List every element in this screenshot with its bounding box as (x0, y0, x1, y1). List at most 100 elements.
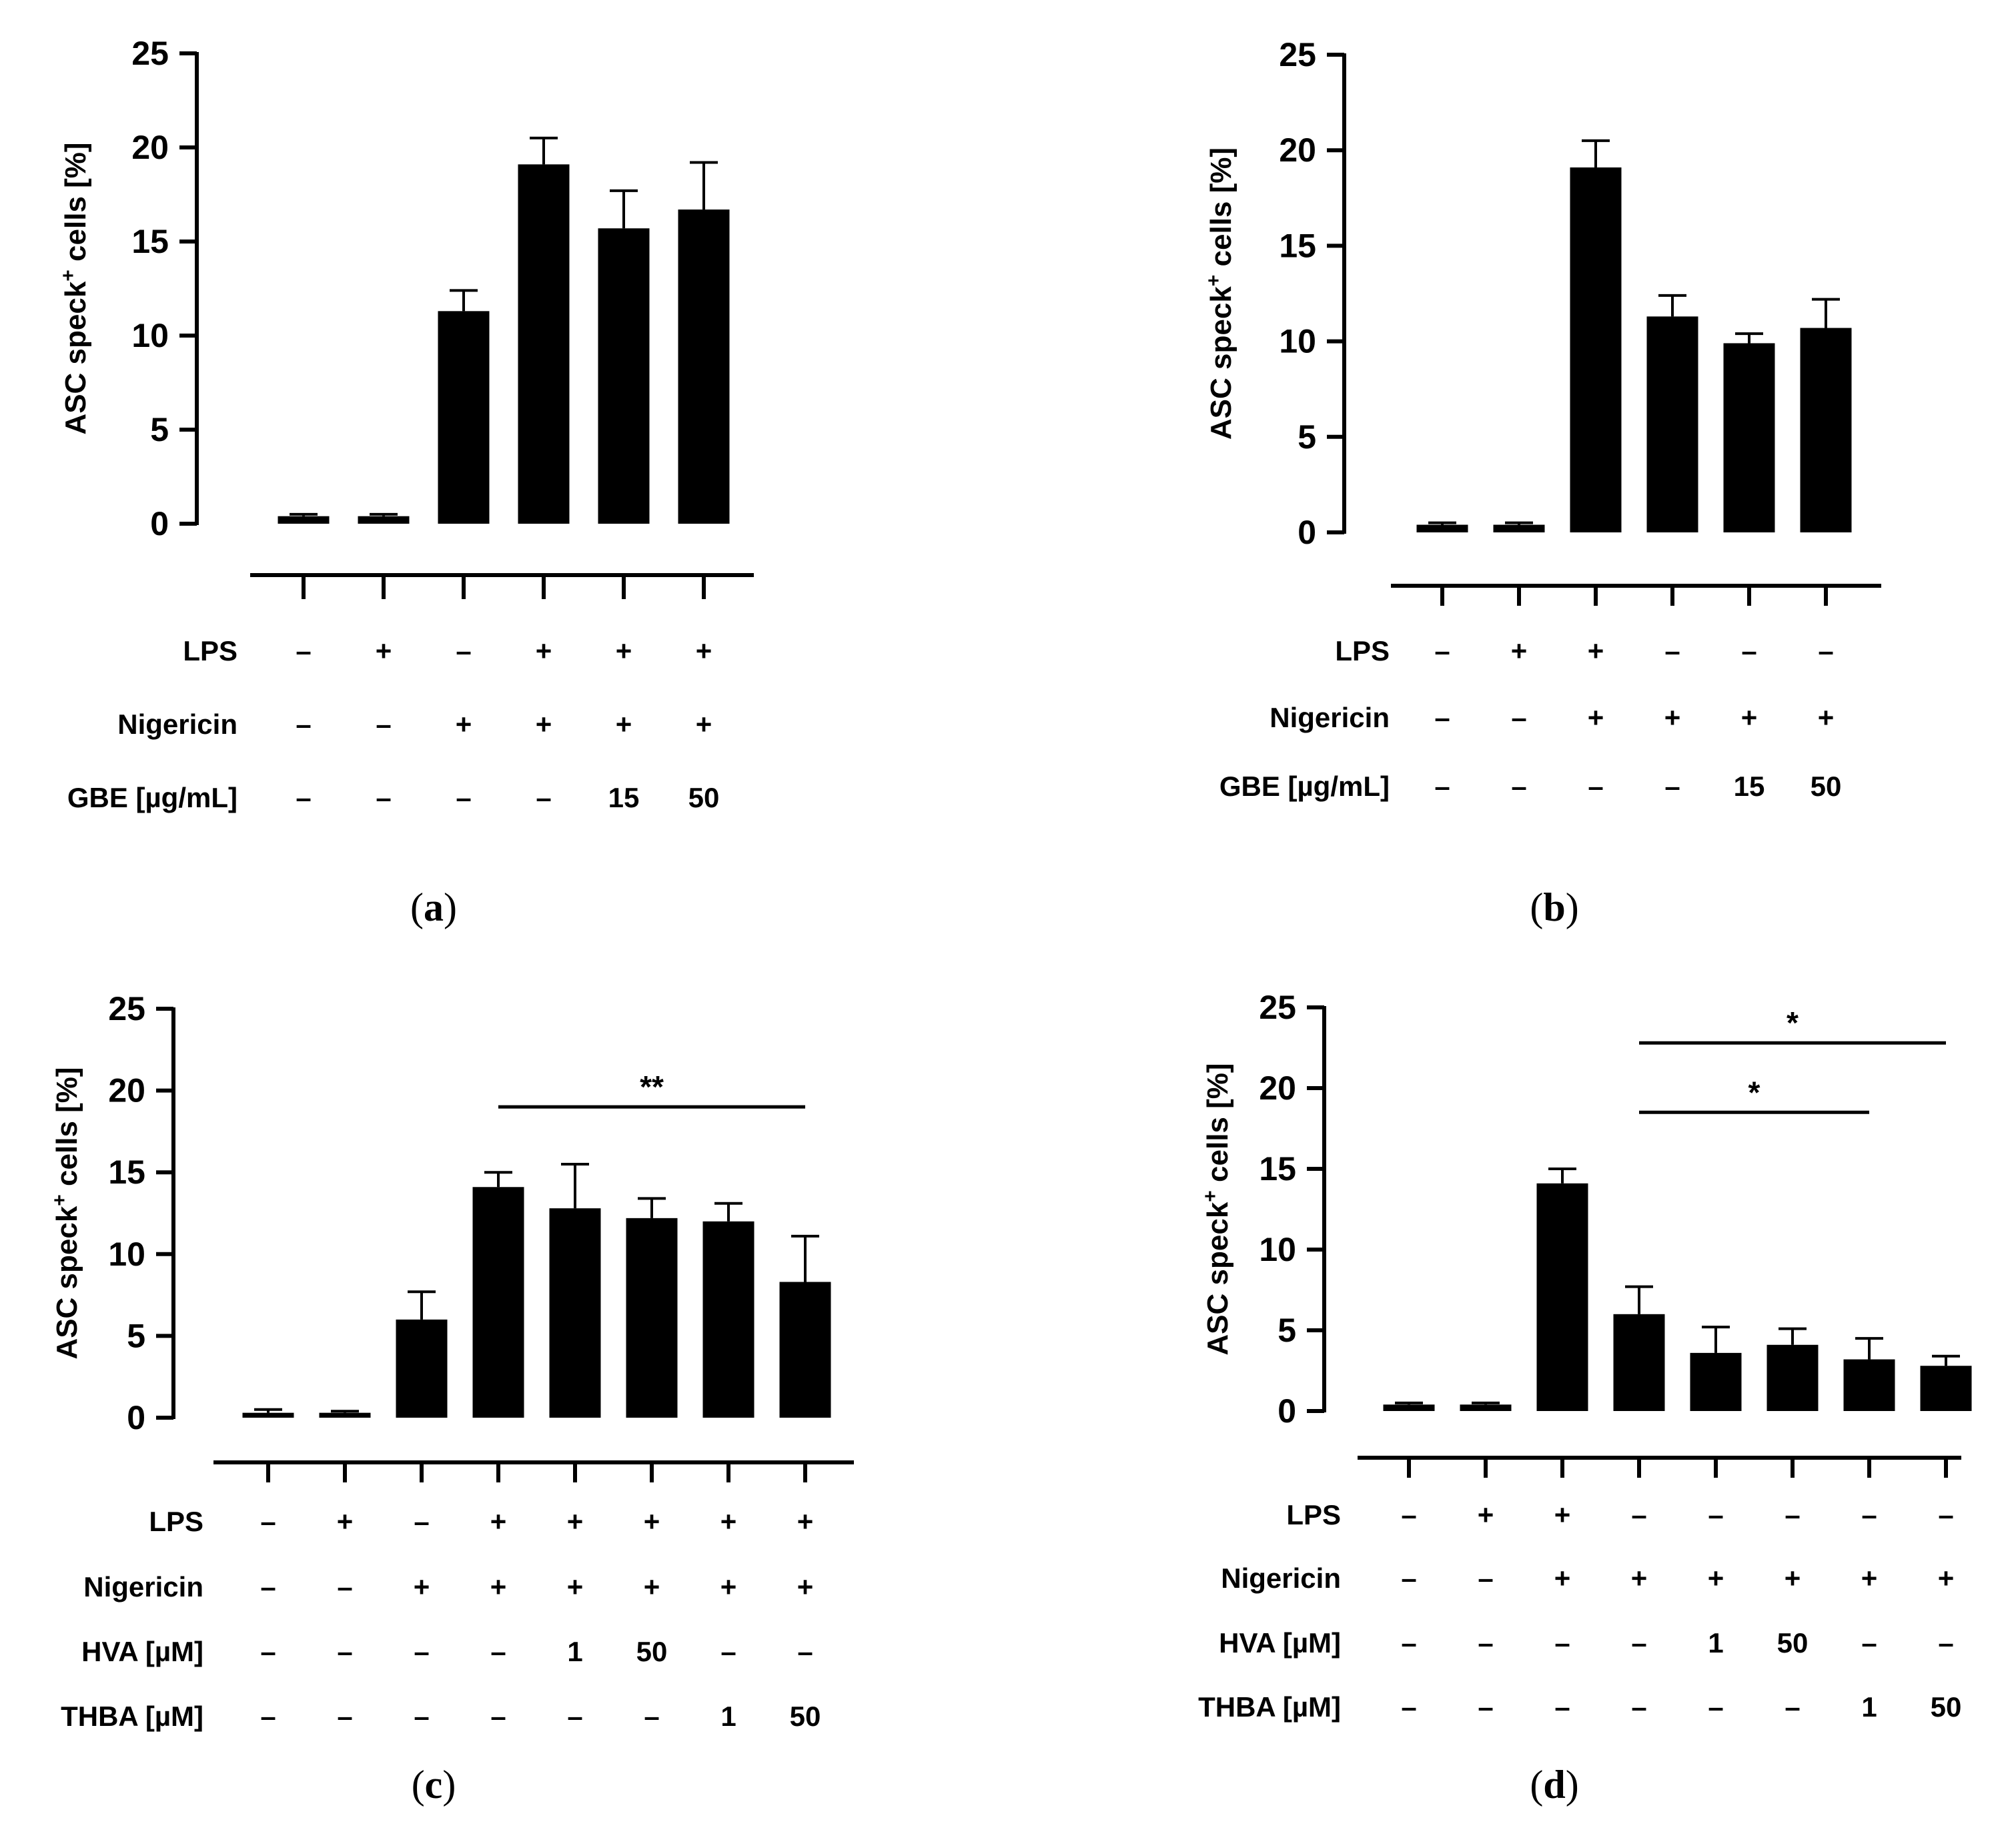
condition-row-label: LPS (149, 1506, 203, 1537)
significance-label: * (1787, 1005, 1799, 1040)
condition-value: – (337, 1701, 352, 1732)
condition-value: 50 (688, 782, 720, 813)
condition-value: 50 (1777, 1627, 1809, 1659)
condition-value: – (1938, 1499, 1953, 1530)
condition-value: + (414, 1571, 430, 1602)
condition-value: 1 (720, 1701, 736, 1732)
condition-value: + (536, 709, 552, 740)
condition-value: – (1588, 771, 1603, 802)
condition-value: – (536, 782, 551, 813)
bar (319, 1412, 371, 1418)
condition-value: + (1741, 702, 1758, 733)
panel-tag: (a) (410, 885, 457, 929)
condition-value: – (1434, 635, 1450, 666)
condition-value: – (376, 782, 391, 813)
condition-value: + (536, 635, 552, 666)
condition-value: + (720, 1571, 737, 1602)
condition-row-label: LPS (1335, 635, 1390, 666)
y-tick-label: 25 (108, 990, 145, 1027)
condition-value: + (644, 1571, 660, 1602)
bar (626, 1218, 678, 1418)
condition-row-label: Nigericin (1221, 1562, 1341, 1594)
y-tick-label: 0 (127, 1399, 145, 1436)
condition-row-label: Nigericin (1270, 702, 1390, 733)
y-tick-label: 20 (1259, 1069, 1296, 1107)
condition-value: + (490, 1571, 507, 1602)
condition-value: – (296, 709, 311, 740)
bar (1416, 524, 1468, 532)
condition-value: – (1434, 702, 1450, 733)
condition-value: + (1554, 1562, 1571, 1594)
condition-row-label: GBE [µg/mL] (67, 782, 237, 813)
bar (438, 311, 490, 524)
condition-value: + (490, 1506, 507, 1537)
condition-value: – (1554, 1627, 1570, 1659)
condition-value: + (1511, 635, 1528, 666)
condition-row-label: GBE [µg/mL] (1219, 771, 1390, 802)
condition-value: – (1938, 1627, 1953, 1659)
condition-value: – (1434, 771, 1450, 802)
panel-c: 0 5 10 15 20 25 ASC speck+ cells [%] LPS – + – + + + +… (49, 990, 854, 1732)
y-tick-label: 10 (108, 1236, 145, 1273)
condition-value: + (1708, 1562, 1724, 1594)
condition-value: 1 (1708, 1627, 1723, 1659)
bar (1613, 1314, 1665, 1411)
condition-value: 50 (790, 1701, 821, 1732)
y-tick-label: 20 (1279, 131, 1316, 169)
panel-tag: (b) (1530, 885, 1578, 929)
y-tick-label: 10 (1279, 323, 1316, 360)
bar (358, 516, 410, 524)
y-tick-label: 25 (1259, 989, 1296, 1026)
condition-value: – (1861, 1499, 1877, 1530)
bar (702, 1221, 754, 1418)
condition-value: – (296, 782, 311, 813)
y-tick-label: 0 (1278, 1392, 1296, 1430)
bar (1536, 1183, 1588, 1411)
y-axis-title: ASC speck+ cells [%] (1199, 1063, 1234, 1355)
bar (278, 516, 330, 524)
condition-value: – (414, 1701, 429, 1732)
panel-b: 0 5 10 15 20 25 ASC speck+ cells [%] LPS – + + – – – N… (1203, 36, 1881, 802)
bar (549, 1208, 601, 1418)
condition-row-label: LPS (1286, 1499, 1341, 1530)
bar (396, 1319, 448, 1418)
condition-value: – (1478, 1691, 1493, 1723)
condition-row-label: Nigericin (83, 1571, 203, 1602)
bar (1460, 1404, 1512, 1411)
condition-value: + (644, 1506, 660, 1537)
condition-row-label: HVA [µM] (1219, 1627, 1341, 1659)
condition-row-label: THBA [µM] (1198, 1691, 1341, 1723)
condition-value: – (1511, 771, 1526, 802)
condition-value: – (1401, 1562, 1416, 1594)
condition-value: – (260, 1701, 276, 1732)
condition-value: – (414, 1636, 429, 1667)
condition-value: – (720, 1636, 736, 1667)
condition-row-label: THBA [µM] (61, 1701, 203, 1732)
panel-a: 0 5 10 15 20 25 ASC speck+ cells [%] LPS – + – + + + N… (57, 35, 754, 813)
condition-value: + (616, 635, 632, 666)
condition-value: – (1401, 1499, 1416, 1530)
bar (1920, 1366, 1972, 1411)
condition-value: – (260, 1636, 276, 1667)
y-tick-label: 20 (108, 1072, 145, 1109)
y-tick-label: 25 (1279, 36, 1316, 73)
condition-value: – (1664, 635, 1680, 666)
condition-value: – (1554, 1691, 1570, 1723)
condition-value: – (260, 1506, 276, 1537)
y-tick-label: 5 (1298, 418, 1316, 456)
bar (1493, 524, 1545, 532)
condition-value: 15 (1734, 771, 1765, 802)
condition-value: – (1861, 1627, 1877, 1659)
condition-value: – (1401, 1691, 1416, 1723)
condition-value: + (1554, 1499, 1571, 1530)
y-tick-label: 0 (1298, 514, 1316, 551)
y-axis-title: ASC speck+ cells [%] (49, 1067, 83, 1359)
condition-value: + (1861, 1562, 1878, 1594)
condition-value: – (1785, 1691, 1800, 1723)
significance-label: * (1748, 1075, 1760, 1109)
condition-value: + (1818, 702, 1835, 733)
condition-value: 50 (1811, 771, 1842, 802)
y-tick-label: 15 (131, 223, 169, 260)
condition-value: + (696, 709, 712, 740)
